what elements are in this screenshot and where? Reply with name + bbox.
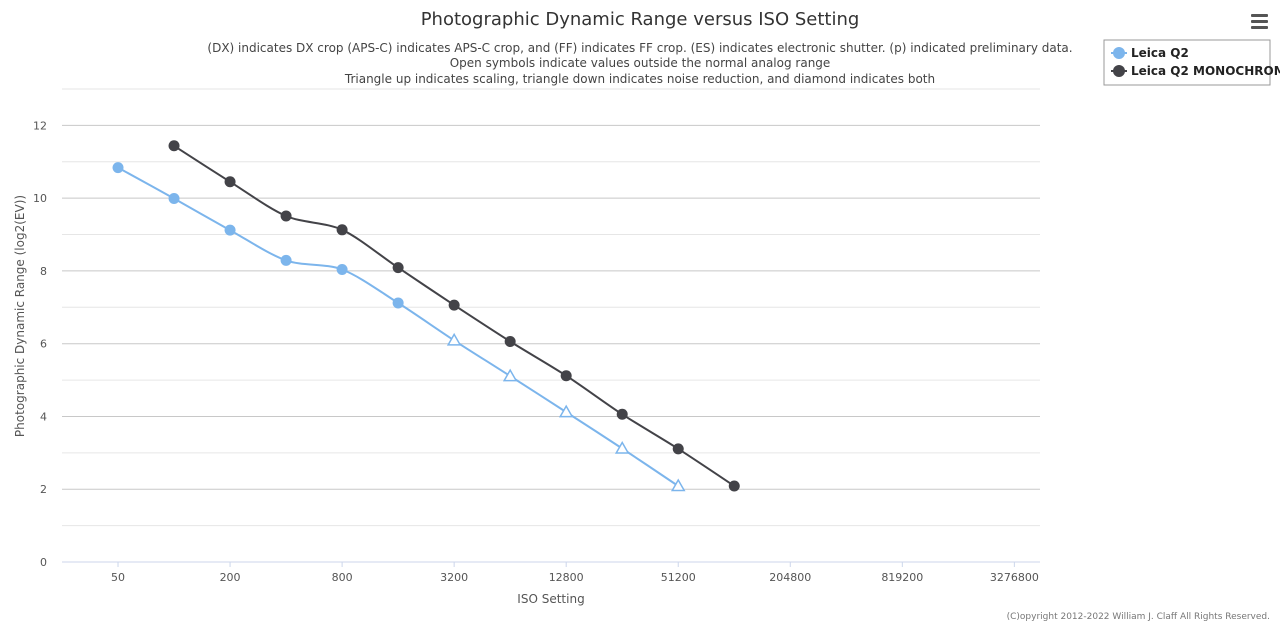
data-point-0-4[interactable] <box>336 263 348 275</box>
legend-box <box>1103 39 1271 86</box>
legend: Leica Q2 Leica Q2 MONOCHROM <box>1103 39 1280 86</box>
legend-item-leica-q2-monochrom[interactable]: Leica Q2 MONOCHROM <box>1111 64 1280 78</box>
x-tick-label: 50 <box>111 571 125 584</box>
y-axis-ticks: 0 2 4 6 8 10 12 <box>33 119 47 569</box>
legend-label-leica-q2-monochrom: Leica Q2 MONOCHROM <box>1131 64 1280 78</box>
data-point-1-5[interactable] <box>448 299 460 311</box>
x-tick-label: 3200 <box>440 571 468 584</box>
chart-subtitle-line-1: (DX) indicates DX crop (APS-C) indicates… <box>207 41 1072 55</box>
data-point-0-10[interactable] <box>670 478 686 492</box>
data-point-0-8[interactable] <box>558 404 574 418</box>
x-tick-label: 204800 <box>769 571 811 584</box>
data-point-1-9[interactable] <box>672 443 684 455</box>
data-point-1-2[interactable] <box>280 210 292 222</box>
data-point-0-2[interactable] <box>224 224 236 236</box>
series-line-0 <box>117 166 679 487</box>
legend-label-leica-q2: Leica Q2 <box>1131 46 1189 60</box>
x-tick-label: 51200 <box>661 571 696 584</box>
y-axis-title: Photographic Dynamic Range (log2(EV)) <box>13 195 27 437</box>
data-point-1-10[interactable] <box>728 480 740 492</box>
data-point-1-0[interactable] <box>168 140 180 152</box>
y-tick-label: 2 <box>40 483 47 496</box>
legend-marker-leica-q2 <box>1113 47 1125 59</box>
data-point-1-7[interactable] <box>560 370 572 382</box>
data-point-0-6[interactable] <box>446 332 462 346</box>
x-tick-label: 12800 <box>549 571 584 584</box>
legend-marker-leica-q2-monochrom <box>1113 65 1125 77</box>
x-tick-label: 819200 <box>881 571 923 584</box>
chart-title: Photographic Dynamic Range versus ISO Se… <box>421 9 860 30</box>
x-tick-label: 200 <box>220 571 241 584</box>
x-axis-ticks: 50 200 800 3200 12800 51200 204800 819200 327680… <box>111 562 1039 584</box>
data-point-0-1[interactable] <box>168 193 180 205</box>
data-point-0-7[interactable] <box>502 368 518 382</box>
gridlines <box>62 88 1040 527</box>
y-tick-label: 10 <box>33 192 47 205</box>
data-point-0-5[interactable] <box>392 297 404 309</box>
series-line-1 <box>173 144 735 487</box>
x-axis-title: ISO Setting <box>517 592 584 606</box>
data-point-0-3[interactable] <box>280 254 292 266</box>
y-tick-label: 12 <box>33 119 47 132</box>
y-tick-label: 6 <box>40 338 47 351</box>
y-tick-label: 8 <box>40 265 47 278</box>
data-point-1-8[interactable] <box>616 408 628 420</box>
data-point-1-1[interactable] <box>224 176 236 188</box>
hamburger-menu-icon <box>1251 14 1268 29</box>
chart-menu-button[interactable] <box>1246 10 1270 32</box>
chart-subtitle-line-2: Open symbols indicate values outside the… <box>450 56 831 70</box>
data-point-1-3[interactable] <box>336 224 348 236</box>
data-point-1-6[interactable] <box>504 336 516 348</box>
chart-credit: (C)opyright 2012-2022 William J. Claff A… <box>1007 612 1270 622</box>
data-point-0-9[interactable] <box>614 440 630 454</box>
data-point-1-4[interactable] <box>392 262 404 274</box>
chart-subtitle-line-3: Triangle up indicates scaling, triangle … <box>344 72 935 86</box>
data-point-0-0[interactable] <box>112 162 124 174</box>
y-tick-label: 0 <box>40 556 47 569</box>
x-tick-label: 3276800 <box>990 571 1039 584</box>
legend-item-leica-q2[interactable]: Leica Q2 <box>1111 46 1189 60</box>
x-tick-label: 800 <box>332 571 353 584</box>
y-tick-label: 4 <box>40 410 47 423</box>
series-layer <box>112 140 740 492</box>
